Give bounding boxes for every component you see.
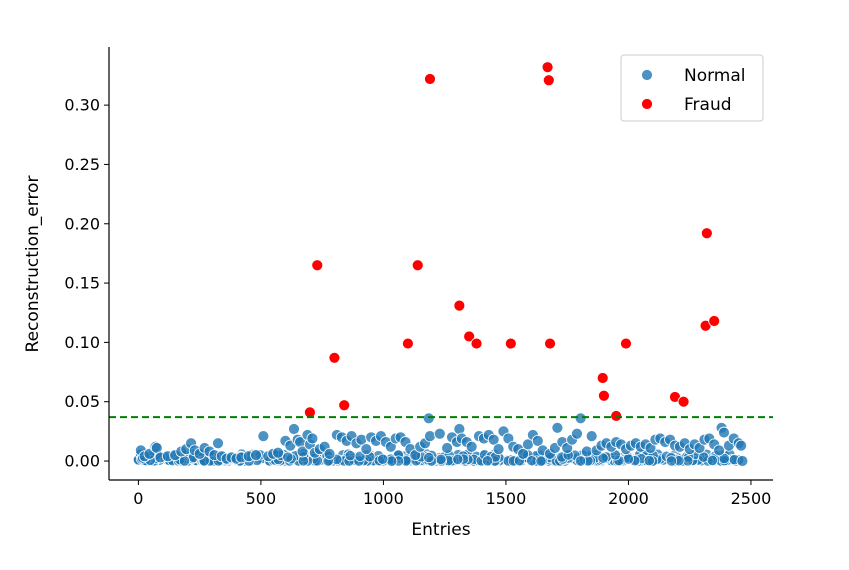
- normal-point: [597, 452, 609, 464]
- x-axis-label: Entries: [411, 520, 470, 540]
- normal-point: [574, 455, 587, 467]
- fraud-point: [453, 299, 466, 312]
- legend: Normal Fraud: [620, 54, 764, 122]
- plot-area: [109, 61, 773, 467]
- normal-point: [250, 449, 262, 461]
- normal-point: [571, 427, 583, 440]
- normal-point: [531, 434, 544, 447]
- x-tick-label: 2000: [608, 489, 649, 508]
- normal-point: [718, 426, 730, 439]
- normal-point: [435, 453, 447, 465]
- legend-normal-label: Normal: [684, 66, 746, 86]
- normal-point: [360, 443, 373, 456]
- x-tick-label: 500: [246, 489, 277, 508]
- fraud-point: [402, 337, 414, 350]
- normal-point: [296, 445, 309, 458]
- normal-point: [535, 455, 547, 467]
- normal-point: [526, 455, 538, 467]
- y-axis-label: Reconstruction_error: [23, 176, 43, 353]
- y-tick-label: 0.00: [64, 452, 100, 471]
- normal-point: [585, 430, 598, 443]
- normal-point: [422, 412, 435, 425]
- normal-point: [736, 455, 749, 467]
- axes: 0 500 1000 1500 2000 2500 0.00 0.05 0.10 0.15 0.2…: [23, 47, 773, 540]
- normal-point: [718, 453, 730, 465]
- normal-point: [257, 430, 270, 443]
- normal-point: [306, 432, 319, 445]
- fraud-point: [463, 330, 476, 343]
- y-tick-label: 0.25: [64, 155, 100, 174]
- normal-point: [481, 455, 494, 467]
- normal-series: [132, 412, 749, 467]
- fraud-point: [596, 372, 609, 384]
- normal-point: [452, 453, 464, 465]
- normal-point: [706, 454, 718, 466]
- fraud-series: [304, 61, 721, 422]
- legend-fraud-label: Fraud: [684, 95, 732, 115]
- normal-point: [433, 427, 446, 440]
- x-ticks: 0 500 1000 1500 2000 2500: [133, 480, 771, 508]
- fraud-point: [708, 315, 721, 327]
- fraud-point: [411, 259, 424, 272]
- y-tick-label: 0.30: [64, 96, 100, 115]
- normal-point: [551, 421, 564, 434]
- normal-point: [212, 437, 224, 450]
- legend-normal-marker: [641, 69, 653, 81]
- fraud-point: [598, 389, 610, 402]
- normal-point: [665, 455, 678, 467]
- x-tick-label: 0: [133, 489, 143, 508]
- x-tick-label: 1000: [363, 489, 404, 508]
- fraud-point: [620, 337, 632, 350]
- fraud-point: [328, 351, 341, 364]
- legend-box: [620, 54, 764, 122]
- normal-point: [272, 446, 284, 459]
- fraud-point: [542, 74, 555, 87]
- fraud-point: [610, 410, 623, 422]
- normal-point: [424, 430, 436, 443]
- normal-point: [643, 455, 655, 467]
- normal-point: [517, 448, 529, 460]
- y-tick-label: 0.15: [64, 274, 100, 293]
- normal-point: [465, 440, 478, 453]
- fraud-point: [541, 61, 554, 74]
- normal-point: [441, 442, 454, 454]
- fraud-point: [504, 337, 517, 350]
- normal-point: [377, 453, 389, 465]
- normal-point: [487, 433, 500, 446]
- normal-point: [574, 412, 587, 425]
- y-tick-label: 0.05: [64, 392, 100, 411]
- fraud-point: [470, 337, 483, 350]
- fraud-point: [544, 337, 556, 350]
- y-tick-label: 0.20: [64, 214, 100, 233]
- normal-point: [323, 448, 336, 460]
- normal-point: [622, 453, 634, 465]
- normal-point: [713, 444, 725, 457]
- y-tick-label: 0.10: [64, 333, 100, 352]
- x-tick-label: 1500: [486, 489, 527, 508]
- fraud-point: [311, 259, 324, 272]
- normal-point: [492, 443, 505, 456]
- x-tick-label: 2500: [731, 489, 772, 508]
- normal-point: [735, 439, 748, 452]
- y-ticks: 0.00 0.05 0.10 0.15 0.20 0.25 0.30: [64, 96, 109, 471]
- normal-point: [282, 451, 294, 463]
- fraud-point: [700, 227, 713, 240]
- normal-point: [423, 452, 435, 464]
- normal-point: [386, 455, 398, 467]
- fraud-point: [424, 73, 436, 85]
- normal-point: [580, 445, 593, 458]
- fraud-point: [677, 395, 690, 408]
- legend-fraud-marker: [641, 98, 653, 110]
- fraud-point: [338, 399, 351, 412]
- normal-point: [288, 423, 300, 435]
